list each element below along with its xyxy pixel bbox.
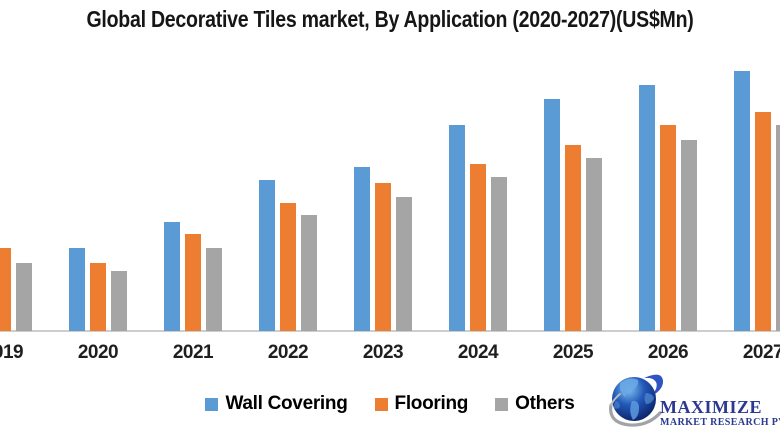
bar-flooring-2023 [375,183,391,331]
chart-title: Global Decorative Tiles market, By Appli… [86,6,694,32]
brand-name: MAXIMIZE [660,397,762,417]
x-axis-label-2022: 2022 [267,342,309,363]
bar-wall-covering-2026 [639,85,655,331]
legend-item-flooring: Flooring [374,393,469,415]
bar-others-2026 [681,140,697,331]
bar-flooring-2026 [660,125,676,331]
bar-flooring-2022 [280,203,296,331]
bar-flooring-2020 [90,263,106,331]
legend-item-others: Others [495,393,575,415]
bar-flooring-2025 [565,145,581,331]
bar-flooring-2024 [470,164,486,331]
legend-item-wall-covering: Wall Covering [205,393,348,415]
bar-others-2022 [301,215,317,331]
legend-swatch-icon [205,397,219,411]
legend-swatch-icon [374,397,388,411]
x-axis-label-2026: 2026 [647,342,689,363]
brand-subtitle: MARKET RESEARCH PVT. L [660,417,780,428]
globe-icon [609,374,664,427]
bar-others-2023 [396,197,412,331]
bar-wall-covering-2022 [259,180,275,331]
x-axis-line [0,330,780,332]
x-axis-label-2019: 2019 [0,342,24,363]
x-axis-label-2020: 2020 [77,342,119,363]
legend-label: Wall Covering [225,393,348,414]
bar-others-2027 [776,125,780,331]
bar-wall-covering-2024 [449,125,465,331]
brand-logo: MAXIMIZE MARKET RESEARCH PVT. L [608,371,780,440]
x-axis-label-2023: 2023 [362,342,404,363]
bar-wall-covering-2020 [69,248,85,331]
bar-flooring-2021 [185,234,201,331]
bar-others-2019 [16,263,32,331]
bar-others-2024 [491,177,507,331]
x-axis-label-2024: 2024 [457,342,499,363]
legend: Wall Covering Flooring Others [0,393,780,415]
brand-logo-text: MAXIMIZE MARKET RESEARCH PVT. L [660,397,780,428]
bar-wall-covering-2025 [544,99,560,331]
bar-wall-covering-2021 [164,222,180,331]
bar-flooring-2019 [0,248,11,331]
bar-others-2025 [586,158,602,331]
bar-flooring-2027 [755,112,771,331]
bar-others-2021 [206,248,222,331]
legend-label: Others [515,393,575,414]
legend-swatch-icon [495,397,509,411]
x-axis-label-2027: 2027 [742,342,780,363]
x-axis-label-2021: 2021 [172,342,214,363]
x-axis-label-2025: 2025 [552,342,594,363]
legend-label: Flooring [394,393,469,414]
bar-others-2020 [111,271,127,331]
bar-wall-covering-2027 [734,71,750,331]
bar-wall-covering-2023 [354,167,370,331]
